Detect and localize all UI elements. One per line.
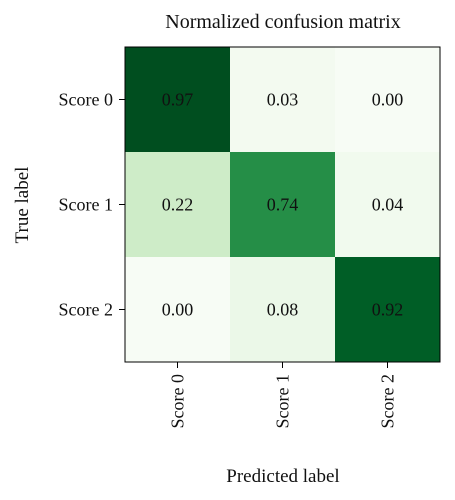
cell-value-r1-c1: 0.74 [267, 195, 299, 215]
heatmap-cell-r2-c0 [125, 257, 230, 362]
heatmap-cells [125, 47, 440, 362]
heatmap-cell-r1-c1 [230, 152, 335, 257]
y-tick-label-2: Score 2 [59, 300, 113, 320]
y-tick-label-1: Score 1 [59, 195, 113, 215]
axis-tick-labels: Score 0 Score 1 Score 2 Score 0 Score 1 Score… [59, 90, 398, 429]
heatmap-cell-r1-c0 [125, 152, 230, 257]
y-tick-label-0: Score 0 [59, 90, 113, 110]
cell-value-r2-c1: 0.08 [267, 300, 299, 320]
heatmap-cell-r0-c2 [335, 47, 440, 152]
heatmap-cell-r1-c2 [335, 152, 440, 257]
y-axis-label: True label [12, 167, 33, 244]
cell-value-r1-c2: 0.04 [372, 195, 404, 215]
cell-value-r1-c0: 0.22 [162, 195, 194, 215]
cell-value-r2-c0: 0.00 [162, 300, 194, 320]
x-tick-label-1: Score 1 [273, 374, 293, 428]
axis-ticks [119, 99, 388, 368]
cell-value-r0-c1: 0.03 [267, 90, 299, 110]
heatmap-cell-r2-c1 [230, 257, 335, 362]
x-axis-label: Predicted label [226, 466, 339, 487]
heatmap-cell-r2-c2 [335, 257, 440, 362]
cell-value-labels: 0.97 0.03 0.00 0.22 0.74 0.04 0.00 0.08 0.92 [162, 90, 404, 320]
chart-title: Normalized confusion matrix [165, 11, 401, 33]
heatmap-cell-r0-c1 [230, 47, 335, 152]
cell-value-r0-c0: 0.97 [162, 90, 194, 110]
heatmap-cell-r0-c0 [125, 47, 230, 152]
cell-value-r0-c2: 0.00 [372, 90, 404, 110]
cell-value-r2-c2: 0.92 [372, 300, 404, 320]
x-tick-label-0: Score 0 [168, 374, 188, 428]
plot-frame [124, 46, 441, 363]
x-tick-label-2: Score 2 [378, 374, 398, 428]
